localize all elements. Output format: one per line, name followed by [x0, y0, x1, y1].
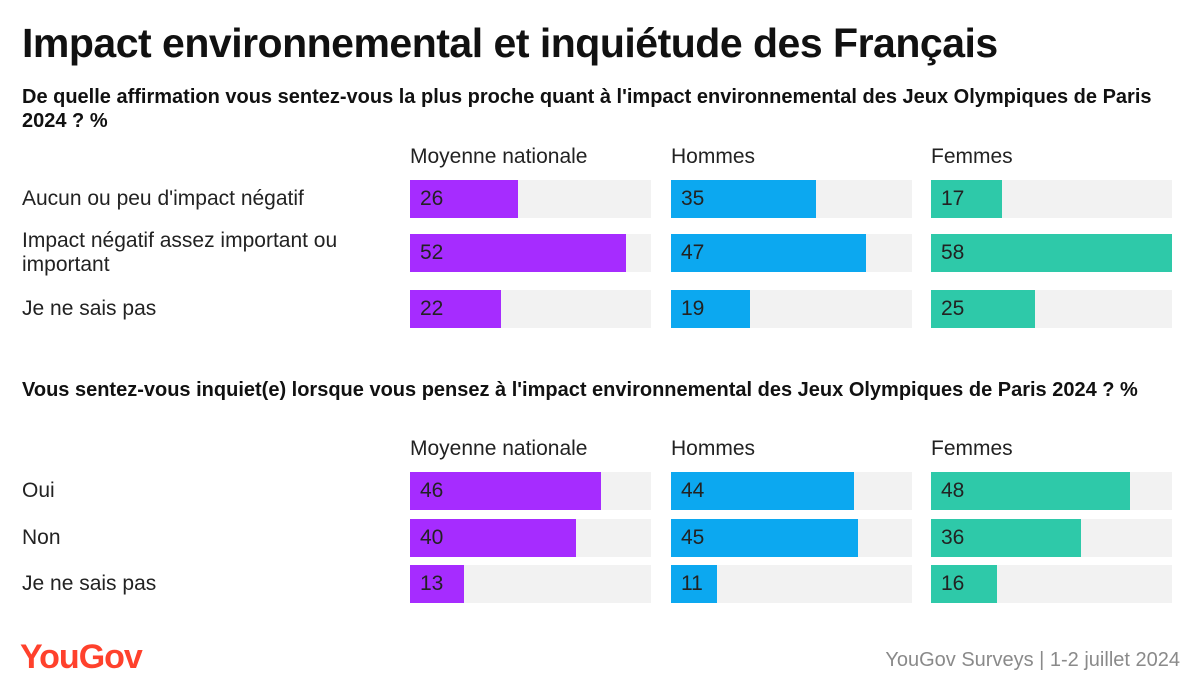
- column-header: Hommes: [671, 437, 756, 460]
- bar: [931, 290, 1035, 328]
- bar-track: 46: [410, 472, 651, 510]
- bar: [410, 565, 465, 603]
- bar-track: 11: [671, 565, 912, 603]
- column-header: Femmes: [931, 437, 1013, 460]
- page-title: Impact environnemental et inquiétude des…: [22, 20, 998, 66]
- column-header: Moyenne nationale: [410, 437, 588, 460]
- bar-value-label: 16: [941, 572, 965, 595]
- bar: [931, 180, 1002, 218]
- question-title: De quelle affirmation vous sentez-vous l…: [22, 86, 1152, 132]
- category-label: Je ne sais pas: [22, 297, 157, 320]
- bar: [671, 472, 854, 510]
- bar-track: 40: [410, 519, 651, 557]
- bar-track: 58: [931, 234, 1172, 272]
- bar: [410, 234, 627, 272]
- bar-value-label: 47: [681, 241, 705, 264]
- bar: [671, 180, 817, 218]
- bar: [671, 290, 750, 328]
- bar: [410, 180, 519, 218]
- bar-value-label: 46: [420, 479, 444, 502]
- bar-track: 22: [410, 290, 651, 328]
- bar-value-label: 35: [681, 187, 705, 210]
- category-label: Je ne sais pas: [22, 572, 157, 595]
- bar-value-label: 58: [941, 241, 965, 264]
- bar-value-label: 17: [941, 187, 965, 210]
- bar-value-label: 36: [941, 526, 965, 549]
- bar-track: 36: [931, 519, 1172, 557]
- bar-value-label: 26: [420, 187, 444, 210]
- bar-track: 25: [931, 290, 1172, 328]
- column-header: Hommes: [671, 145, 756, 168]
- bar-value-label: 52: [420, 241, 444, 264]
- bar: [931, 565, 998, 603]
- bar: [410, 472, 602, 510]
- bar: [410, 290, 502, 328]
- bar-value-label: 45: [681, 526, 705, 549]
- column-header: Moyenne nationale: [410, 145, 588, 168]
- bar-value-label: 13: [420, 572, 444, 595]
- bar: [671, 234, 867, 272]
- bar-track: 13: [410, 565, 651, 603]
- bar-track: 16: [931, 565, 1172, 603]
- category-label: Non: [22, 526, 61, 549]
- bar: [410, 519, 577, 557]
- bar-track: 45: [671, 519, 912, 557]
- bar-value-label: 25: [941, 297, 965, 320]
- bar: [931, 472, 1131, 510]
- bar-track: 35: [671, 180, 912, 218]
- source-note: YouGov Surveys | 1-2 juillet 2024: [885, 649, 1180, 671]
- bar-track: 44: [671, 472, 912, 510]
- bar: [931, 519, 1081, 557]
- bar: [671, 519, 858, 557]
- bar: [931, 234, 1172, 272]
- bar-value-label: 11: [681, 572, 703, 595]
- bar-track: 19: [671, 290, 912, 328]
- bar-value-label: 22: [420, 297, 444, 320]
- bar-value-label: 19: [681, 297, 705, 320]
- bar-value-label: 48: [941, 479, 965, 502]
- category-label: Impact négatif assez important ou import…: [22, 229, 338, 276]
- yougov-logo: YouGov: [20, 638, 143, 676]
- question-title: Vous sentez-vous inquiet(e) lorsque vous…: [22, 379, 1138, 401]
- bar-track: 47: [671, 234, 912, 272]
- bar-track: 17: [931, 180, 1172, 218]
- column-header: Femmes: [931, 145, 1013, 168]
- bar-track: 48: [931, 472, 1172, 510]
- category-label: Oui: [22, 479, 55, 502]
- bar: [671, 565, 717, 603]
- category-label: Aucun ou peu d'impact négatif: [22, 187, 304, 210]
- bar-track: 26: [410, 180, 651, 218]
- bar-value-label: 44: [681, 479, 705, 502]
- bar-track: 52: [410, 234, 651, 272]
- bar-value-label: 40: [420, 526, 444, 549]
